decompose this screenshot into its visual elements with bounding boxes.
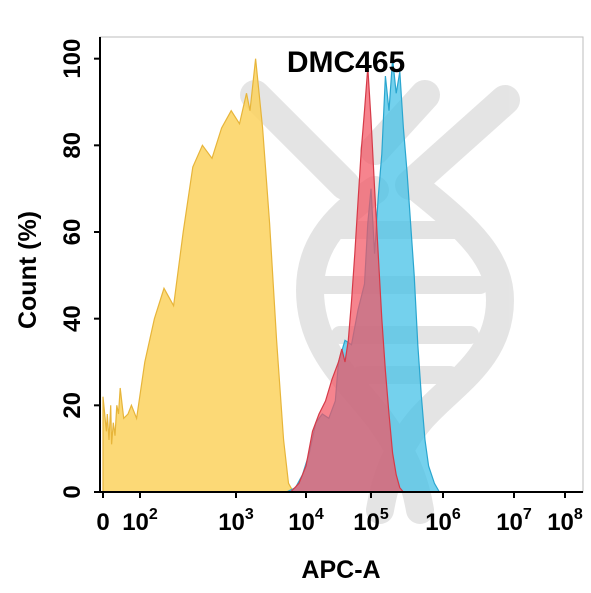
x-tick-label: 107 (496, 506, 532, 536)
x-axis-title: APC-A (301, 556, 380, 584)
y-tick-label: 60 (59, 219, 86, 246)
y-tick-label: 20 (59, 392, 86, 419)
y-axis-ticks: 0 20 40 60 80 100 (59, 39, 100, 499)
chart-title: DMC465 (287, 46, 405, 79)
y-tick-label: 0 (59, 485, 86, 498)
y-tick-label: 40 (59, 305, 86, 332)
histogram-area-3 (289, 67, 405, 493)
x-tick-label: 103 (218, 506, 254, 536)
y-axis-title: Count (%) (14, 211, 42, 329)
x-tick-label: 108 (547, 506, 583, 536)
histogram-area-1 (102, 58, 295, 493)
x-axis-ticks: 0 102 103 104 105 106 107 108 (96, 492, 583, 536)
x-tick-label: 102 (122, 506, 158, 536)
x-tick-label: 104 (288, 506, 324, 536)
x-tick-label: 105 (353, 506, 389, 536)
x-tick-label: 106 (425, 506, 461, 536)
histogram-series (102, 58, 441, 493)
x-tick-label: 0 (96, 509, 109, 536)
y-tick-label: 80 (59, 132, 86, 159)
y-tick-label: 100 (59, 39, 86, 79)
